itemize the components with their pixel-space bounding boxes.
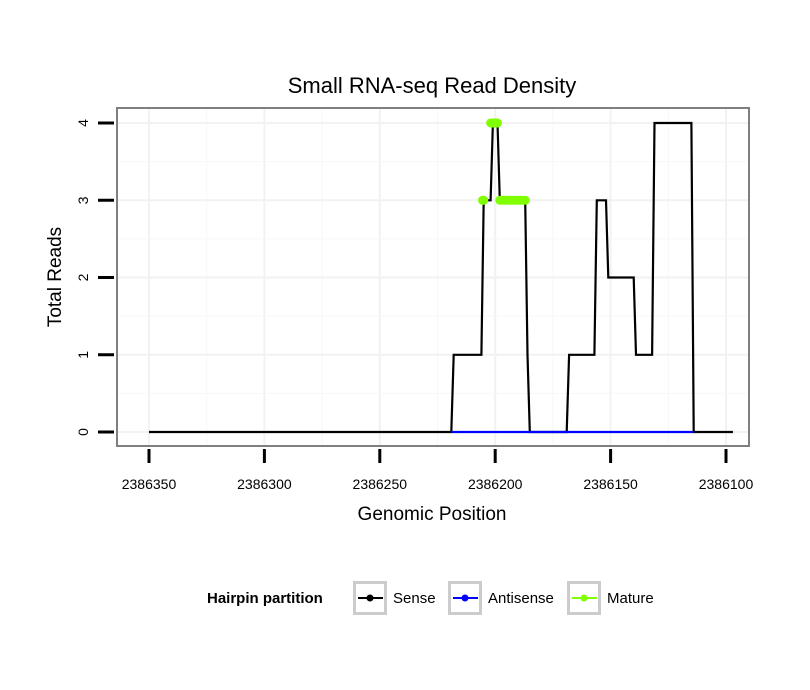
x-tick-label: 2386300: [237, 476, 292, 492]
x-axis-label: Genomic Position: [358, 504, 507, 525]
legend-key-point: [366, 594, 374, 602]
legend: Hairpin partition Sense Antisense Mature: [207, 581, 654, 615]
x-axis: 2386350 2386300 2386250 2386200 2386150 23861…: [122, 449, 754, 492]
y-tick-label: 1: [75, 351, 91, 359]
x-tick-label: 2386100: [699, 476, 754, 492]
legend-label-mature: Mature: [607, 590, 654, 607]
x-tick-label: 2386250: [353, 476, 408, 492]
y-axis-label: Total Reads: [45, 227, 66, 327]
x-tick-label: 2386150: [583, 476, 638, 492]
y-tick-label: 3: [75, 196, 91, 204]
series-layer: [149, 118, 733, 434]
legend-title: Hairpin partition: [207, 590, 323, 607]
legend-label-sense: Sense: [393, 590, 436, 607]
y-tick-label: 4: [75, 119, 91, 127]
series-point-mature: [493, 118, 502, 128]
legend-label-antisense: Antisense: [488, 590, 554, 607]
y-tick-label: 0: [75, 428, 91, 436]
series-point-mature: [520, 195, 530, 205]
x-tick-label: 2386350: [122, 476, 177, 492]
legend-key-point: [461, 594, 469, 602]
legend-key-point: [580, 594, 588, 602]
chart-title: Small RNA-seq Read Density: [288, 73, 577, 98]
x-tick-label: 2386200: [468, 476, 523, 492]
y-axis: 0 1 2 3 4: [75, 119, 114, 436]
plot-panel-border: [116, 107, 750, 447]
series-point-mature: [479, 195, 489, 205]
y-tick-label: 2: [75, 273, 91, 281]
